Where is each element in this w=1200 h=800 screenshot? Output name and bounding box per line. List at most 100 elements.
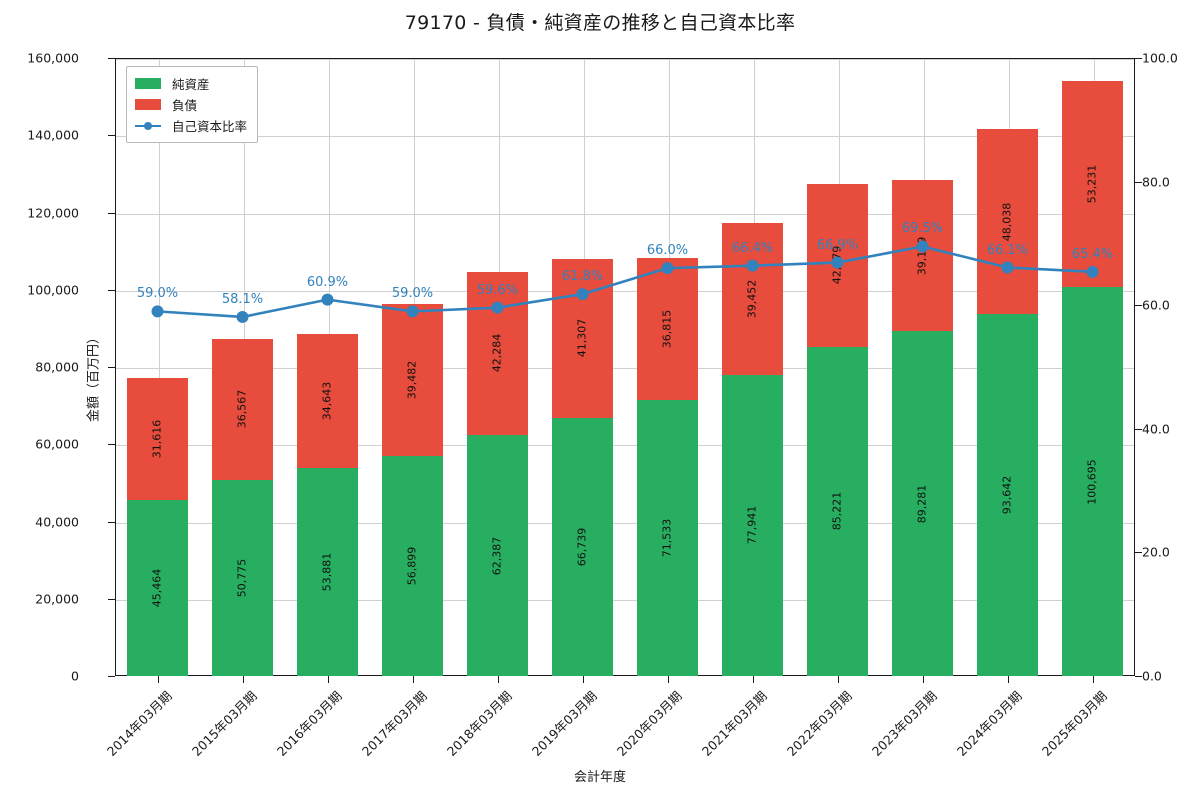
bar-segment-liabilities[interactable]: 31,616 <box>126 378 189 501</box>
x-axis-tick-mark <box>242 676 244 683</box>
x-axis-tick-mark <box>752 676 754 683</box>
y-axis-left-tick-mark <box>108 521 115 523</box>
x-axis-tick-mark <box>922 676 924 683</box>
x-axis-tick-label: 2018年03月期 <box>443 688 515 759</box>
bar-value-label: 93,642 <box>1000 475 1014 515</box>
bar-value-label: 53,881 <box>320 552 334 592</box>
x-axis-tick-label: 2014年03月期 <box>103 688 175 759</box>
y-axis-left-tick-label: 80,000 <box>35 359 79 375</box>
y-axis-left-tick-label: 0 <box>71 668 79 684</box>
y-axis-left-tick-mark <box>108 58 115 59</box>
y-axis-right-tick-label: 40.0 <box>1142 421 1170 437</box>
bar-segment-net-assets[interactable]: 50,775 <box>211 479 274 676</box>
y-axis-right-tick-mark <box>1135 305 1142 307</box>
legend-item-net-assets[interactable]: 純資産 <box>135 73 247 94</box>
gridline-horizontal <box>116 136 1134 138</box>
bar-segment-net-assets[interactable]: 85,221 <box>806 346 869 676</box>
chart-legend: 純資産 負債 自己資本比率 <box>126 66 259 143</box>
legend-swatch-icon <box>135 78 161 89</box>
y-axis-left-tick-label: 100,000 <box>27 282 79 298</box>
equity-ratio-value-label: 58.1% <box>221 291 264 307</box>
bar-value-label: 100,695 <box>1085 458 1099 505</box>
legend-label: 自己資本比率 <box>172 119 248 134</box>
x-axis-tick-mark <box>412 676 414 683</box>
y-axis-left-tick-mark <box>108 367 115 368</box>
bar-value-label: 31,616 <box>150 420 164 459</box>
bar-value-label: 77,941 <box>745 506 759 545</box>
bar-segment-liabilities[interactable]: 39,149 <box>891 179 954 332</box>
equity-ratio-value-label: 65.4% <box>1071 246 1114 262</box>
bar-value-label: 34,643 <box>320 381 334 421</box>
bar-segment-net-assets[interactable]: 89,281 <box>891 331 954 676</box>
x-axis-tick-label: 2025年03月期 <box>1038 688 1110 759</box>
x-axis-tick-mark <box>837 676 839 683</box>
bar-value-label: 39,149 <box>915 236 929 275</box>
bar-value-label: 39,482 <box>405 360 419 400</box>
bar-segment-net-assets[interactable]: 77,941 <box>721 374 784 676</box>
bar-value-label: 41,307 <box>575 319 589 358</box>
bar-segment-liabilities[interactable]: 34,643 <box>296 334 359 468</box>
bar-segment-net-assets[interactable]: 45,464 <box>126 500 189 676</box>
x-axis-tick-mark <box>1092 676 1094 683</box>
bar-segment-net-assets[interactable]: 71,533 <box>636 399 699 676</box>
y-axis-right-tick-mark <box>1135 428 1142 430</box>
y-axis-left-tick-mark <box>108 444 115 446</box>
bar-value-label: 66,739 <box>575 527 589 567</box>
gridline-vertical <box>158 59 160 675</box>
bar-segment-liabilities[interactable]: 36,567 <box>211 338 274 480</box>
gridline-horizontal <box>116 368 1134 369</box>
x-axis-tick-label: 2024年03月期 <box>953 688 1025 759</box>
legend-swatch-icon <box>135 99 161 110</box>
legend-item-liabilities[interactable]: 負債 <box>135 94 247 115</box>
bar-value-label: 85,221 <box>830 492 844 531</box>
gridline-horizontal <box>116 59 1134 60</box>
bar-segment-net-assets[interactable]: 62,387 <box>466 435 529 676</box>
x-axis-tick-label: 2015年03月期 <box>188 688 260 759</box>
y-axis-right-tick-label: 60.0 <box>1142 297 1170 313</box>
equity-ratio-value-label: 60.9% <box>306 274 349 290</box>
y-axis-left-tick-mark <box>108 135 115 137</box>
bar-segment-liabilities[interactable]: 36,815 <box>636 257 699 400</box>
legend-item-equity-ratio[interactable]: 自己資本比率 <box>135 115 247 136</box>
gridline-horizontal <box>116 599 1134 601</box>
x-axis-tick-mark <box>157 676 159 683</box>
bar-segment-liabilities[interactable]: 39,482 <box>381 303 444 457</box>
y-axis-left-tick-mark <box>108 598 115 600</box>
bar-segment-liabilities[interactable]: 48,038 <box>976 128 1039 315</box>
legend-label: 純資産 <box>172 77 210 92</box>
y-axis-left-tick-label: 20,000 <box>35 591 79 607</box>
bar-value-label: 48,038 <box>1000 202 1014 241</box>
y-axis-left-tick-label: 160,000 <box>27 50 79 66</box>
bar-value-label: 36,567 <box>235 390 249 429</box>
x-axis-tick-mark <box>1007 676 1009 683</box>
y-axis-left-tick-mark <box>108 289 115 291</box>
x-axis-tick-label: 2020年03月期 <box>613 688 685 759</box>
bar-segment-net-assets[interactable]: 53,881 <box>296 467 359 676</box>
x-axis-tick-label: 2022年03月期 <box>783 688 855 759</box>
y-axis-right-tick-label: 0.0 <box>1142 668 1162 684</box>
bar-value-label: 89,281 <box>915 484 929 523</box>
y-axis-left-tick-label: 60,000 <box>35 436 79 452</box>
bar-segment-net-assets[interactable]: 100,695 <box>1061 287 1124 676</box>
bar-segment-net-assets[interactable]: 56,899 <box>381 456 444 676</box>
x-axis-tick-label: 2019年03月期 <box>528 688 600 759</box>
bar-value-label: 36,815 <box>660 309 674 348</box>
legend-label: 負債 <box>172 98 198 113</box>
equity-ratio-value-label: 69.5% <box>901 221 944 237</box>
y-axis-right-tick-mark <box>1135 552 1142 554</box>
x-axis-tick-mark <box>327 676 329 683</box>
equity-ratio-value-label: 59.6% <box>476 282 519 298</box>
x-axis-tick-mark <box>497 676 499 683</box>
y-axis-left-tick-mark <box>108 676 115 677</box>
gridline-horizontal <box>116 445 1134 447</box>
y-axis-left-tick-label: 40,000 <box>35 514 79 529</box>
bar-value-label: 56,899 <box>405 546 419 586</box>
chart-title: 79170 - 負債・純資産の推移と自己資本比率 <box>404 12 796 34</box>
bar-segment-liabilities[interactable]: 42,179 <box>806 183 869 347</box>
x-axis-tick-label: 2017年03月期 <box>358 688 430 759</box>
bar-segment-net-assets[interactable]: 66,739 <box>551 418 614 676</box>
bar-value-label: 42,284 <box>490 334 504 373</box>
equity-ratio-value-label: 66.0% <box>646 243 689 259</box>
equity-ratio-value-label: 66.1% <box>986 242 1029 258</box>
bar-segment-net-assets[interactable]: 93,642 <box>976 314 1039 676</box>
